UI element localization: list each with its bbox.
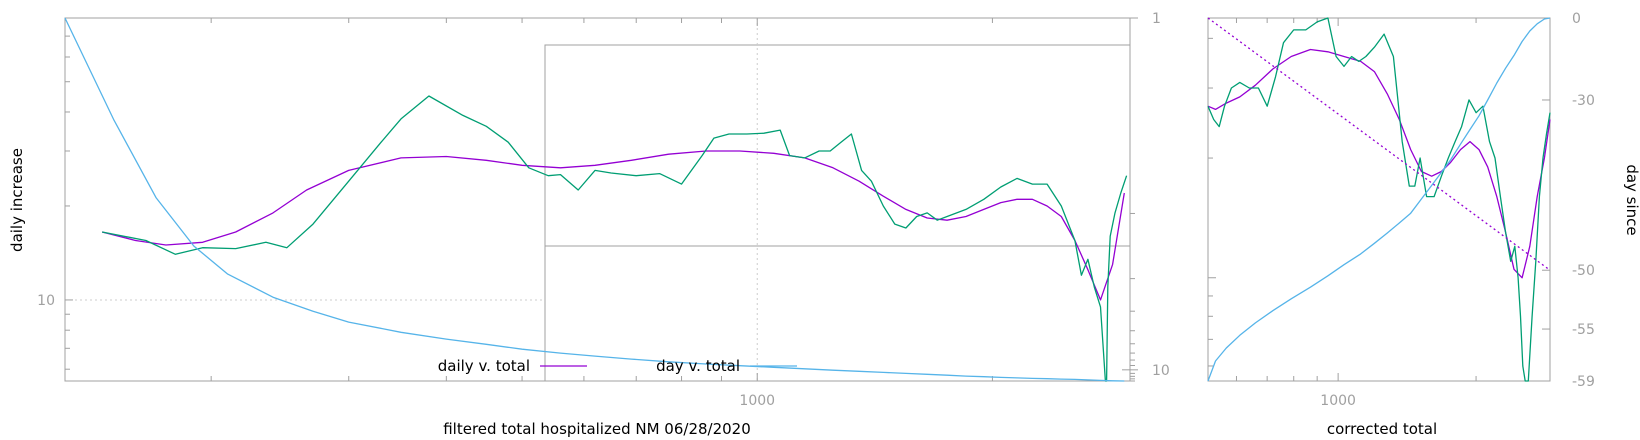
main-ticks: 1000 10 1 10 bbox=[37, 11, 1170, 409]
series-line-1-3 bbox=[1207, 17, 1551, 271]
y2-tick-label: -59 bbox=[1572, 374, 1595, 390]
legend-label-day: day v. total bbox=[656, 357, 740, 375]
legend: daily v. total day v. total bbox=[438, 357, 797, 375]
series-line-1-0 bbox=[1207, 48, 1551, 279]
main-grid bbox=[65, 18, 758, 381]
x-tick-label: 1000 bbox=[1320, 393, 1356, 409]
main-plot-frame bbox=[64, 17, 1131, 382]
main-x-axis-label: filtered total hospitalized NM 06/28/202… bbox=[443, 420, 751, 438]
y2-tick-label: 0 bbox=[1572, 11, 1581, 27]
series-line-0-1 bbox=[101, 95, 1128, 382]
y2-tick-label: -30 bbox=[1572, 93, 1595, 109]
main-series bbox=[64, 17, 1128, 382]
y2-tick-label: -55 bbox=[1572, 322, 1595, 338]
corrected-plot-frame bbox=[1207, 17, 1551, 382]
corrected-ticks: 1000 0 -30 -50 -55 -59 bbox=[1208, 11, 1595, 409]
main-y-axis-label: daily increase bbox=[8, 148, 26, 252]
corrected-plot-panel: 1000 0 -30 -50 -55 -59 corrected total day si… bbox=[1207, 11, 1640, 438]
y2-tick-label: 1 bbox=[1152, 11, 1161, 27]
main-plot-panel: 1000 10 1 10 filtered total hospitalized NM… bbox=[8, 11, 1170, 438]
series-line-0-2 bbox=[64, 17, 1125, 382]
corrected-y2-axis-label: day since bbox=[1623, 164, 1640, 235]
y2-tick-label: 10 bbox=[1152, 363, 1170, 379]
series-line-1-2 bbox=[1207, 17, 1551, 382]
corrected-x-axis-label: corrected total bbox=[1327, 420, 1437, 438]
y2-tick-label: -50 bbox=[1572, 263, 1595, 279]
legend-label-daily: daily v. total bbox=[438, 357, 530, 375]
inset-rectangle bbox=[544, 44, 1131, 382]
corrected-series bbox=[1207, 17, 1551, 382]
y-tick-label: 10 bbox=[37, 293, 55, 309]
x-tick-label: 1000 bbox=[739, 393, 775, 409]
series-line-1-1 bbox=[1207, 17, 1551, 382]
